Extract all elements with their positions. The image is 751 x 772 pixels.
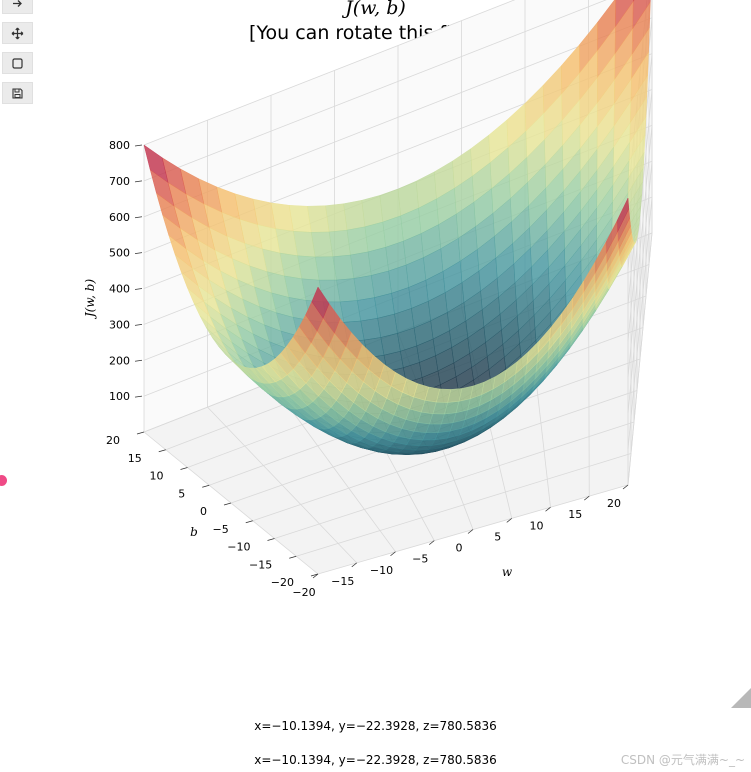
tick-mark-b (202, 484, 210, 488)
tick-mark-j (134, 180, 143, 183)
tick-mark-b (180, 467, 188, 470)
tick-mark-j (134, 288, 143, 290)
tick-mark-w (622, 484, 629, 490)
tick-mark-j (134, 144, 143, 147)
resize-handle[interactable] (731, 688, 751, 708)
surface (143, 0, 651, 455)
grid-line-j (143, 0, 516, 146)
grid-line-b (252, 390, 638, 522)
tick-label-b: 5 (178, 487, 185, 500)
tick-label-w: −15 (331, 575, 354, 588)
surface-patch (353, 275, 375, 301)
tick-label-j: 700 (109, 175, 130, 188)
tick-mark-b (289, 555, 297, 559)
tick-label-b: −20 (271, 576, 294, 589)
surface-patch (361, 195, 384, 228)
tick-label-j: 400 (109, 283, 130, 296)
tick-mark-w (545, 506, 551, 512)
tick-label-b: −5 (213, 523, 229, 536)
grid-line-j (627, 197, 653, 450)
tick-label-b: 20 (106, 434, 120, 447)
tick-label-w: −10 (370, 564, 393, 577)
grid-line-j (143, 0, 607, 182)
chart-title: J(w, b) (345, 0, 406, 19)
cursor-coordinates-readout-secondary: x=−10.1394, y=−22.3928, z=780.5836 (254, 753, 497, 767)
tick-label-b: −10 (227, 541, 250, 554)
arrow-right-icon[interactable] (2, 0, 33, 14)
y-axis-label: b (190, 525, 198, 539)
grid-line-b (296, 453, 632, 557)
indicator-dot (0, 475, 7, 486)
surface-patch (346, 226, 369, 256)
tick-label-j: 100 (109, 390, 130, 403)
tick-mark-w (467, 529, 474, 534)
tick-label-w: −5 (412, 553, 428, 566)
tick-mark-j (134, 252, 143, 255)
grid-line-j (627, 161, 653, 414)
watermark: CSDN @元气满满~_~ (620, 753, 745, 767)
grid-line-b (274, 421, 635, 539)
tick-mark-w (584, 495, 590, 501)
tick-label-b: −15 (249, 558, 272, 571)
tick-label-w: 5 (494, 530, 501, 543)
surface-patch (367, 246, 389, 276)
surface-patch (371, 270, 392, 298)
zoom-rect-icon[interactable] (2, 52, 33, 74)
surface-patch (343, 200, 366, 231)
z-axis-label: J(w, b) (83, 279, 97, 321)
tick-label-w: 20 (607, 497, 621, 510)
surface-patch (374, 292, 395, 319)
grid-line-j (143, 17, 653, 218)
tick-mark-b (223, 502, 232, 506)
tick-label-j: 200 (109, 354, 130, 367)
tick-mark-j (134, 323, 143, 326)
tick-label-w: −20 (292, 586, 315, 599)
tick-mark-b (310, 573, 319, 577)
tick-mark-b (267, 538, 275, 541)
tick-label-j: 800 (109, 139, 130, 152)
tick-mark-w (390, 551, 396, 557)
surface-patch (311, 286, 330, 319)
tick-label-b: 10 (150, 470, 164, 483)
tick-mark-b (245, 520, 253, 524)
tick-label-j: 300 (109, 318, 130, 331)
tick-label-w: 10 (530, 519, 544, 532)
tick-label-b: 0 (200, 505, 207, 518)
tick-mark-b (136, 431, 145, 435)
tick-mark-j (134, 359, 143, 362)
tick-label-j: 500 (109, 247, 130, 260)
tick-mark-w (312, 573, 319, 579)
grid-line-j (627, 125, 653, 378)
axis-labels: −20 −15 −10 −5 0 5 10 15 20 −20 −15 −10 −5 0 5 10 15 20 10… (83, 139, 629, 599)
tick-mark-w (429, 540, 435, 545)
save-icon[interactable] (2, 82, 33, 104)
tick-label-w: 15 (568, 508, 582, 521)
tick-mark-w (351, 562, 357, 568)
tick-label-b: 15 (128, 452, 142, 465)
tick-mark-w (506, 518, 512, 523)
tick-label-w: 0 (456, 542, 463, 555)
grid-line-j (627, 232, 653, 486)
tick-mark-b (158, 449, 166, 453)
cursor-coordinates-readout: x=−10.1394, y=−22.3928, z=780.5836 (254, 719, 497, 733)
tick-mark-j (134, 216, 143, 219)
x-axis-label: w (502, 565, 513, 579)
tick-mark-j (134, 395, 143, 398)
pan-move-icon[interactable] (2, 22, 33, 44)
tick-label-j: 600 (109, 211, 130, 224)
surface-patch (350, 251, 372, 279)
surface-patch (364, 221, 386, 253)
